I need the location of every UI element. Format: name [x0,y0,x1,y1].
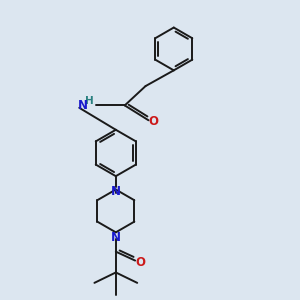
Text: H: H [85,96,93,106]
Text: N: N [111,184,121,197]
Text: O: O [136,256,146,268]
Text: N: N [78,99,88,112]
Text: N: N [111,231,121,244]
Text: O: O [149,115,159,128]
